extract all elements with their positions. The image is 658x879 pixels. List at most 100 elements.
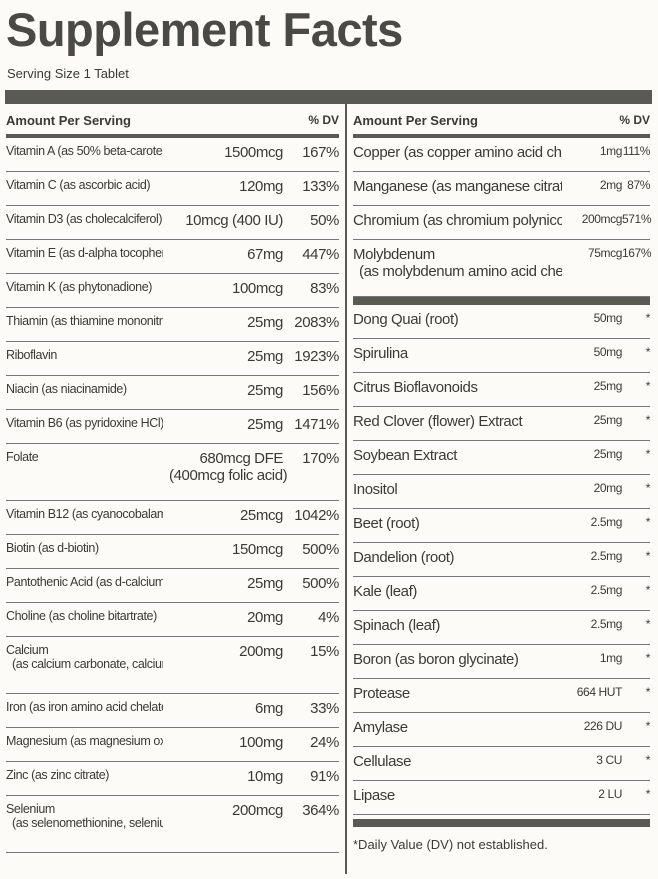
amount-cell: 200mcg [163,796,283,852]
dv-cell: * [622,645,651,678]
amount: 2.5mg [590,549,623,563]
dv-cell: 50% [283,206,339,239]
nutrient-cell: Citrus Bioflavonoids [353,373,562,406]
nutrient-row: Cellulase 3 CU * [353,747,650,781]
nutrient-name: Pantothenic Acid (as d-calcium pantothen… [6,575,163,589]
amount-cell: 25mg [562,373,623,406]
serving-size: Serving Size 1 Tablet [7,66,129,81]
nutrient-row: Vitamin D3 (as cholecalciferol) 10mcg (40… [6,206,339,240]
nutrient-name: Dong Quai (root) [353,311,459,328]
dv-cell: 1042% [283,501,339,534]
nutrient-name: Choline (as choline bitartrate) [6,609,157,623]
amount: 2 LU [598,787,622,801]
daily-value: 133% [302,178,339,195]
daily-value: * [645,753,651,767]
nutrient-name: Iron (as iron amino acid chelate) [6,700,163,714]
nutrient-row: Niacin (as niacinamide) 25mg 156% [6,376,339,410]
amount: 25mg [593,379,623,393]
daily-value: 4% [318,609,339,626]
nutrient-name: Spirulina [353,345,408,362]
dv-cell: * [622,475,651,508]
column-header: Amount Per Serving % DV [353,106,650,138]
amount: 680mcg DFE [199,450,283,467]
nutrient-name: Inositol [353,481,398,498]
amount: 200mcg [581,212,623,226]
nutrient-name: Boron (as boron glycinate) [353,651,519,668]
nutrient-cell: Spinach (leaf) [353,611,562,644]
amount-cell: 3 CU [562,747,622,780]
dv-cell: 2083% [283,308,339,341]
amount-cell: 50mg [562,339,623,372]
dv-cell: 111% [622,138,651,171]
nutrient-row: Amylase 226 DU * [353,713,650,747]
amount-cell: 2.5mg [562,509,623,542]
daily-value: 111% [622,144,651,158]
nutrient-row: Magnesium (as magnesium oxide) 100mg 24% [6,728,339,762]
nutrient-row: Vitamin K (as phytonadione) 100mcg 83% [6,274,339,308]
nutrient-name: Calcium [6,643,49,657]
daily-value: 87% [627,178,650,192]
nutrient-row: Citrus Bioflavonoids 25mg * [353,373,650,407]
daily-value: * [645,481,651,495]
nutrient-cell: Manganese (as manganese citrate) [353,172,562,205]
dv-cell: * [622,747,651,780]
amount: 2.5mg [590,515,623,529]
amount: 10mcg (400 IU) [185,212,283,229]
daily-value: 50% [310,212,339,229]
amount-cell: 100mcg [163,274,283,307]
dv-cell: 156% [283,376,339,409]
amount: 100mg [239,734,283,751]
daily-value: 447% [302,246,339,263]
dv-cell: 87% [622,172,650,205]
dv-cell: 91% [283,762,339,795]
nutrient-name: Dandelion (root) [353,549,455,566]
nutrient-row: Chromium (as chromium polynicotinate) 200… [353,206,651,240]
amount-cell: 100mg [163,728,283,761]
amount: 25mg [247,575,283,592]
dv-cell: * [622,577,651,610]
amount-cell: 200mg [163,637,283,693]
nutrient-row: Manganese (as manganese citrate) 2mg 87% [353,172,650,206]
nutrient-cell: Zinc (as zinc citrate) [6,762,163,795]
nutrient-cell: Thiamin (as thiamine mononitrate) [6,308,163,341]
nutrient-row: Thiamin (as thiamine mononitrate) 25mg 208… [6,308,339,342]
amount: 664 HUT [576,685,623,699]
nutrient-cell: Lipase [353,781,562,814]
nutrient-row: Lipase 2 LU * [353,781,650,815]
nutrient-row: Boron (as boron glycinate) 1mg * [353,645,650,679]
amount-cell: 25mcg [163,501,283,534]
amount-cell: 2mg [562,172,623,205]
nutrient-name: Cellulase [353,753,412,770]
amount: 25mg [247,416,283,433]
daily-value: 1923% [294,348,339,365]
dv-cell: 364% [283,796,339,852]
amount: 25mcg [239,507,283,524]
nutrient-name: Kale (leaf) [353,583,417,600]
daily-value: 156% [302,382,339,399]
nutrient-source: (as calcium carbonate, calcium citrate, … [12,657,163,671]
amount: 2.5mg [590,583,623,597]
nutrient-cell: Selenium(as selenomethionine, selenium a… [6,796,163,852]
nutrient-row: Choline (as choline bitartrate) 20mg 4% [6,603,339,637]
dv-cell: * [622,509,651,542]
dv-cell: 4% [283,603,339,636]
dv-cell: 24% [283,728,339,761]
amount: 150mcg [232,541,283,558]
nutrient-name: Amylase [353,719,408,736]
amount-cell: 120mg [163,172,283,205]
nutrient-row: Biotin (as d-biotin) 150mcg 500% [6,535,339,569]
daily-value: * [645,719,651,733]
column-divider [345,104,347,874]
nutrient-cell: Vitamin E (as d-alpha tocopheryl succina… [6,240,163,273]
nutrient-cell: Niacin (as niacinamide) [6,376,163,409]
amount-cell: 25mg [562,441,623,474]
dv-cell: 133% [283,172,339,205]
amount-cell: 75mcg [562,240,622,296]
amount-cell: 25mg [163,342,283,375]
amount-cell: 680mcg DFE (400mcg folic acid) [163,444,288,500]
nutrient-cell: Inositol [353,475,562,508]
dv-cell: 167% [622,240,651,296]
daily-value: * [645,617,651,631]
nutrient-name: Manganese (as manganese citrate) [353,178,562,195]
dv-cell: * [622,781,651,814]
